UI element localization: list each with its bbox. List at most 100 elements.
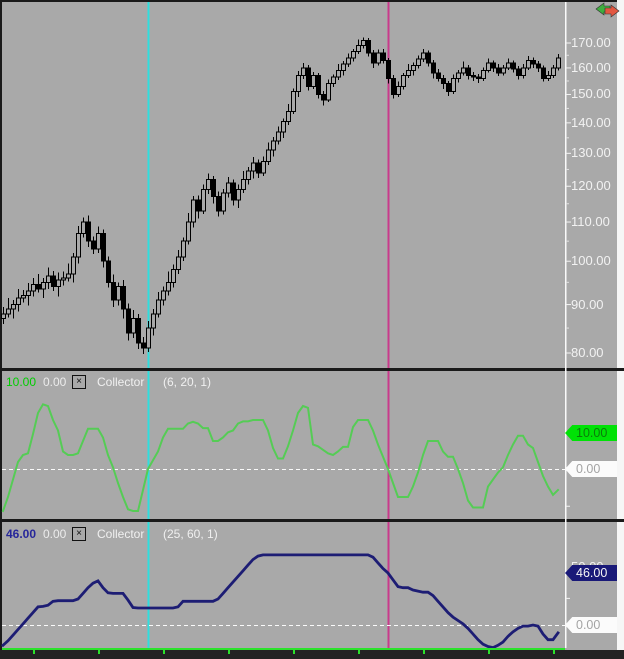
candle <box>96 232 101 250</box>
scroll-right-arrow-icon[interactable] <box>604 4 620 18</box>
candle <box>1 313 6 320</box>
candle <box>81 221 86 234</box>
candle <box>46 275 51 283</box>
candle <box>411 64 416 72</box>
time-axis-tick <box>98 650 100 654</box>
candle <box>491 62 496 69</box>
price-axis-label: 160.00 <box>571 59 611 75</box>
time-axis-tick <box>488 650 490 654</box>
price-axis-minor-tick <box>566 137 569 139</box>
candle <box>236 189 241 201</box>
candle <box>356 44 361 53</box>
time-axis-tick <box>293 650 295 654</box>
bottom-indicator-value: 46.00 <box>6 527 37 541</box>
mid-axis-tick <box>566 505 570 507</box>
magenta-cursor-line[interactable] <box>387 2 390 648</box>
candle <box>386 59 391 79</box>
candle <box>351 51 356 59</box>
candle <box>226 182 231 194</box>
price-axis-label: 130.00 <box>571 145 611 161</box>
candle <box>201 189 206 212</box>
candle <box>541 67 546 79</box>
mid-pane-header: 10.00 0.00 × Collector (6, 20, 1) <box>0 375 560 390</box>
price-axis-tick <box>566 122 571 124</box>
time-axis-tick <box>33 650 35 654</box>
price-axis-minor-tick <box>566 203 569 205</box>
candle <box>156 299 161 315</box>
candle <box>361 40 366 46</box>
pane-divider-2[interactable] <box>0 519 624 522</box>
candle <box>271 140 276 151</box>
time-axis-tick <box>228 650 230 654</box>
candle <box>486 62 491 72</box>
candle <box>296 75 301 93</box>
candle <box>71 256 76 275</box>
candle <box>61 277 66 281</box>
candle <box>301 67 306 77</box>
candle <box>21 295 26 299</box>
candle <box>426 52 431 64</box>
time-axis-tick <box>423 650 425 654</box>
candle <box>406 70 411 77</box>
candle <box>246 170 251 180</box>
candle <box>341 63 346 72</box>
price-axis-tick <box>566 221 571 223</box>
candle <box>86 221 91 242</box>
candle <box>11 304 16 310</box>
candle <box>216 196 221 212</box>
price-axis-minor-tick <box>566 168 569 170</box>
candle <box>446 83 451 93</box>
candle <box>306 67 311 87</box>
price-axis-label: 80.00 <box>571 345 604 360</box>
price-axis-tick <box>566 260 571 262</box>
right-scrollbar-track[interactable] <box>617 0 624 650</box>
candle <box>141 342 146 349</box>
price-axis-label: 140.00 <box>571 114 611 130</box>
candle <box>91 240 96 250</box>
candle <box>401 75 406 87</box>
candle <box>336 70 341 78</box>
candle <box>16 297 21 306</box>
mid-indicator-line <box>1 403 560 513</box>
candle <box>496 67 501 74</box>
bottom-zero-badge: 0.00 <box>565 617 617 633</box>
price-axis-label: 110.00 <box>571 214 610 230</box>
candle <box>221 192 226 212</box>
bottom-pane-header: 46.00 0.00 × Collector (25, 60, 1) <box>0 527 560 542</box>
candle <box>256 162 261 174</box>
candle <box>51 275 56 288</box>
mid-value-badge: 10.00 <box>565 425 617 441</box>
candle <box>181 240 186 258</box>
pane-divider-1[interactable] <box>0 368 624 371</box>
candle <box>456 72 461 79</box>
price-axis-tick <box>566 304 571 306</box>
price-axis-label: 120.00 <box>571 178 611 194</box>
candle <box>466 67 471 77</box>
time-axis-line <box>2 648 565 650</box>
candle <box>31 283 36 292</box>
candle <box>431 62 436 74</box>
mid-indicator-close-checkbox[interactable]: × <box>72 375 86 389</box>
bottom-indicator-close-checkbox[interactable]: × <box>72 527 86 541</box>
bottom-value-badge: 46.00 <box>565 565 617 581</box>
candle <box>286 110 291 122</box>
candle <box>291 91 296 112</box>
price-axis-tick <box>566 67 571 69</box>
candle <box>126 308 131 334</box>
candle <box>516 68 521 77</box>
candle <box>551 67 556 77</box>
candle <box>276 131 281 142</box>
candle <box>281 120 286 133</box>
mid-indicator-second-value: 0.00 <box>43 375 67 389</box>
bottom-frame <box>0 650 624 659</box>
mid-indicator-params: (6, 20, 1) <box>163 375 212 389</box>
candle <box>6 308 11 315</box>
candle <box>111 281 116 301</box>
price-axis-minor-tick <box>566 240 569 242</box>
price-axis-minor-tick <box>566 80 569 82</box>
candle <box>471 75 476 78</box>
candle <box>106 260 111 283</box>
candle <box>131 318 136 334</box>
candlestick-series <box>1 37 561 355</box>
candle <box>511 62 516 70</box>
